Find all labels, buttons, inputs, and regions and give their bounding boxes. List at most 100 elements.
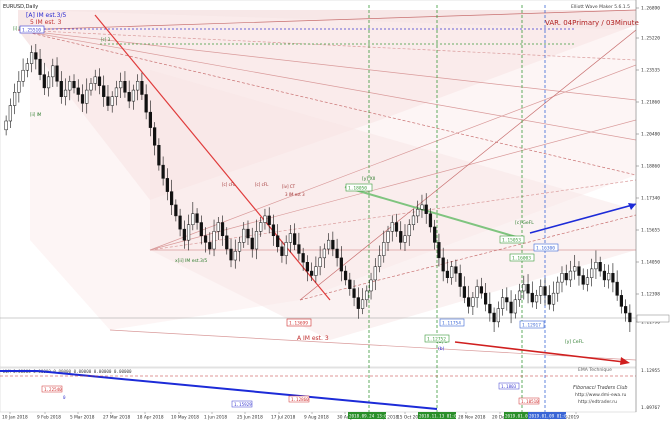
wave-label-ii-im: [ii] IM: [30, 112, 42, 117]
candle-body: [522, 284, 526, 292]
candle-body: [416, 209, 420, 217]
price-box-8-value: 1.12752: [427, 337, 446, 343]
candle-body: [450, 266, 454, 278]
candle-body: [76, 87, 80, 95]
candle-body: [619, 295, 623, 307]
time-axis-label: 10 Jan 2018: [2, 415, 28, 421]
candle-body: [59, 81, 63, 97]
price-axis-label: 1.15655: [641, 228, 660, 234]
candle-body: [4, 120, 8, 131]
fan-line: [17, 29, 637, 61]
indicator-content: WLM 0.00000 0.00000 0.00000 0.00000 0.00…: [0, 367, 636, 410]
candle-body: [467, 297, 471, 307]
price-axis[interactable]: 1.26890 1.25220 1.23535 1.21860 1.20480 1.188…: [635, 0, 670, 412]
candlestick-series: [4, 43, 632, 333]
price-box-1-value: 1.25510: [22, 28, 41, 34]
candle-body: [263, 215, 267, 223]
candle-body: [170, 191, 174, 206]
indicator-axis-label: 1.09767: [641, 405, 660, 411]
candle-body: [322, 248, 326, 259]
candle-body: [458, 273, 462, 287]
price-box-1: [19, 25, 45, 34]
time-axis-label: 1 Jun 2018: [204, 415, 227, 421]
candle-body: [602, 270, 607, 281]
candle-body: [352, 288, 356, 298]
candle-body: [556, 281, 560, 294]
candle-body: [314, 266, 318, 276]
candle-body: [585, 277, 590, 285]
candle-body: [250, 237, 254, 250]
candle-body: [327, 239, 331, 250]
candle-body: [373, 266, 377, 281]
wave-label-5-im: 5 IM est. 3: [30, 19, 62, 26]
arrow-blue-up: [529, 203, 637, 234]
price-box-9: [439, 318, 465, 327]
candle-body: [445, 270, 450, 278]
candle-body: [310, 270, 314, 276]
time-axis-label: 17 Jul 2018: [271, 415, 296, 421]
price-box-3-value: 1.18050: [348, 186, 367, 192]
candle-body: [148, 111, 152, 128]
price-axis-label: 1.12398: [641, 292, 660, 298]
candle-body: [144, 94, 148, 113]
candle-body: [530, 292, 534, 303]
candle-body: [216, 222, 220, 232]
candle-body: [38, 58, 42, 75]
candle-body: [199, 222, 203, 237]
candle-body: [492, 312, 496, 323]
candle-body: [259, 222, 263, 232]
time-axis-label: 5 Mar 2018: [70, 415, 95, 421]
indicator-box-2: [231, 400, 253, 408]
candle-body: [339, 257, 343, 272]
candle-body: [178, 215, 182, 230]
indicator-box-5: [518, 397, 540, 405]
candle-body: [153, 127, 157, 146]
candle-body: [411, 215, 416, 225]
indicator-box-2-value: 1.15929: [234, 402, 252, 407]
wave-label-b: (b): [438, 346, 445, 352]
candle-body: [186, 224, 191, 241]
candle-body: [225, 235, 229, 250]
candle-body: [394, 222, 399, 232]
time-axis-label: 2019: [568, 415, 579, 421]
candle-body: [390, 222, 394, 232]
candle-body: [97, 76, 102, 86]
candle-body: [581, 275, 585, 285]
candle-body: [377, 255, 382, 267]
candle-body: [386, 231, 390, 243]
candle-body: [305, 262, 309, 272]
indicator-pane[interactable]: [0, 367, 637, 413]
candle-body: [21, 69, 25, 82]
price-axis-label: 1.14050: [641, 260, 660, 266]
indicator-zero: 0: [63, 395, 66, 400]
candle-body: [55, 65, 59, 82]
date-highlight-4: [528, 412, 566, 419]
candle-body: [441, 257, 445, 272]
current-price-badge: [636, 314, 670, 323]
symbol-label: EURUSD,Daily: [3, 4, 38, 10]
candle-body: [594, 262, 598, 270]
candle-body: [526, 284, 530, 294]
wave-label-c-gefl: [c] GeFL: [515, 220, 534, 226]
candle-body: [628, 312, 632, 323]
candle-body: [343, 270, 348, 281]
indicator-trendline: [37, 370, 438, 410]
candle-body: [17, 81, 21, 93]
candle-body: [547, 295, 551, 305]
candle-body: [598, 262, 602, 272]
wave-label-a-im: [A] IM est.3/5: [26, 12, 66, 19]
arrow-red-head: [620, 357, 630, 365]
watermark-line-2: Fibonacci Traders Club: [573, 385, 627, 391]
candle-body: [454, 266, 458, 274]
time-axis-label: 27 Mar 2018: [103, 415, 131, 421]
candle-body: [568, 270, 573, 281]
candle-body: [293, 233, 297, 245]
candle-body: [89, 83, 93, 91]
header-note: Elliott Wave Maker 5.6.1.5: [571, 4, 630, 10]
fan-line: [149, 179, 637, 251]
price-axis-label: 1.23535: [641, 68, 660, 74]
candle-body: [208, 242, 212, 250]
candle-body: [318, 257, 322, 267]
price-axis-label: 1.26890: [641, 6, 660, 12]
